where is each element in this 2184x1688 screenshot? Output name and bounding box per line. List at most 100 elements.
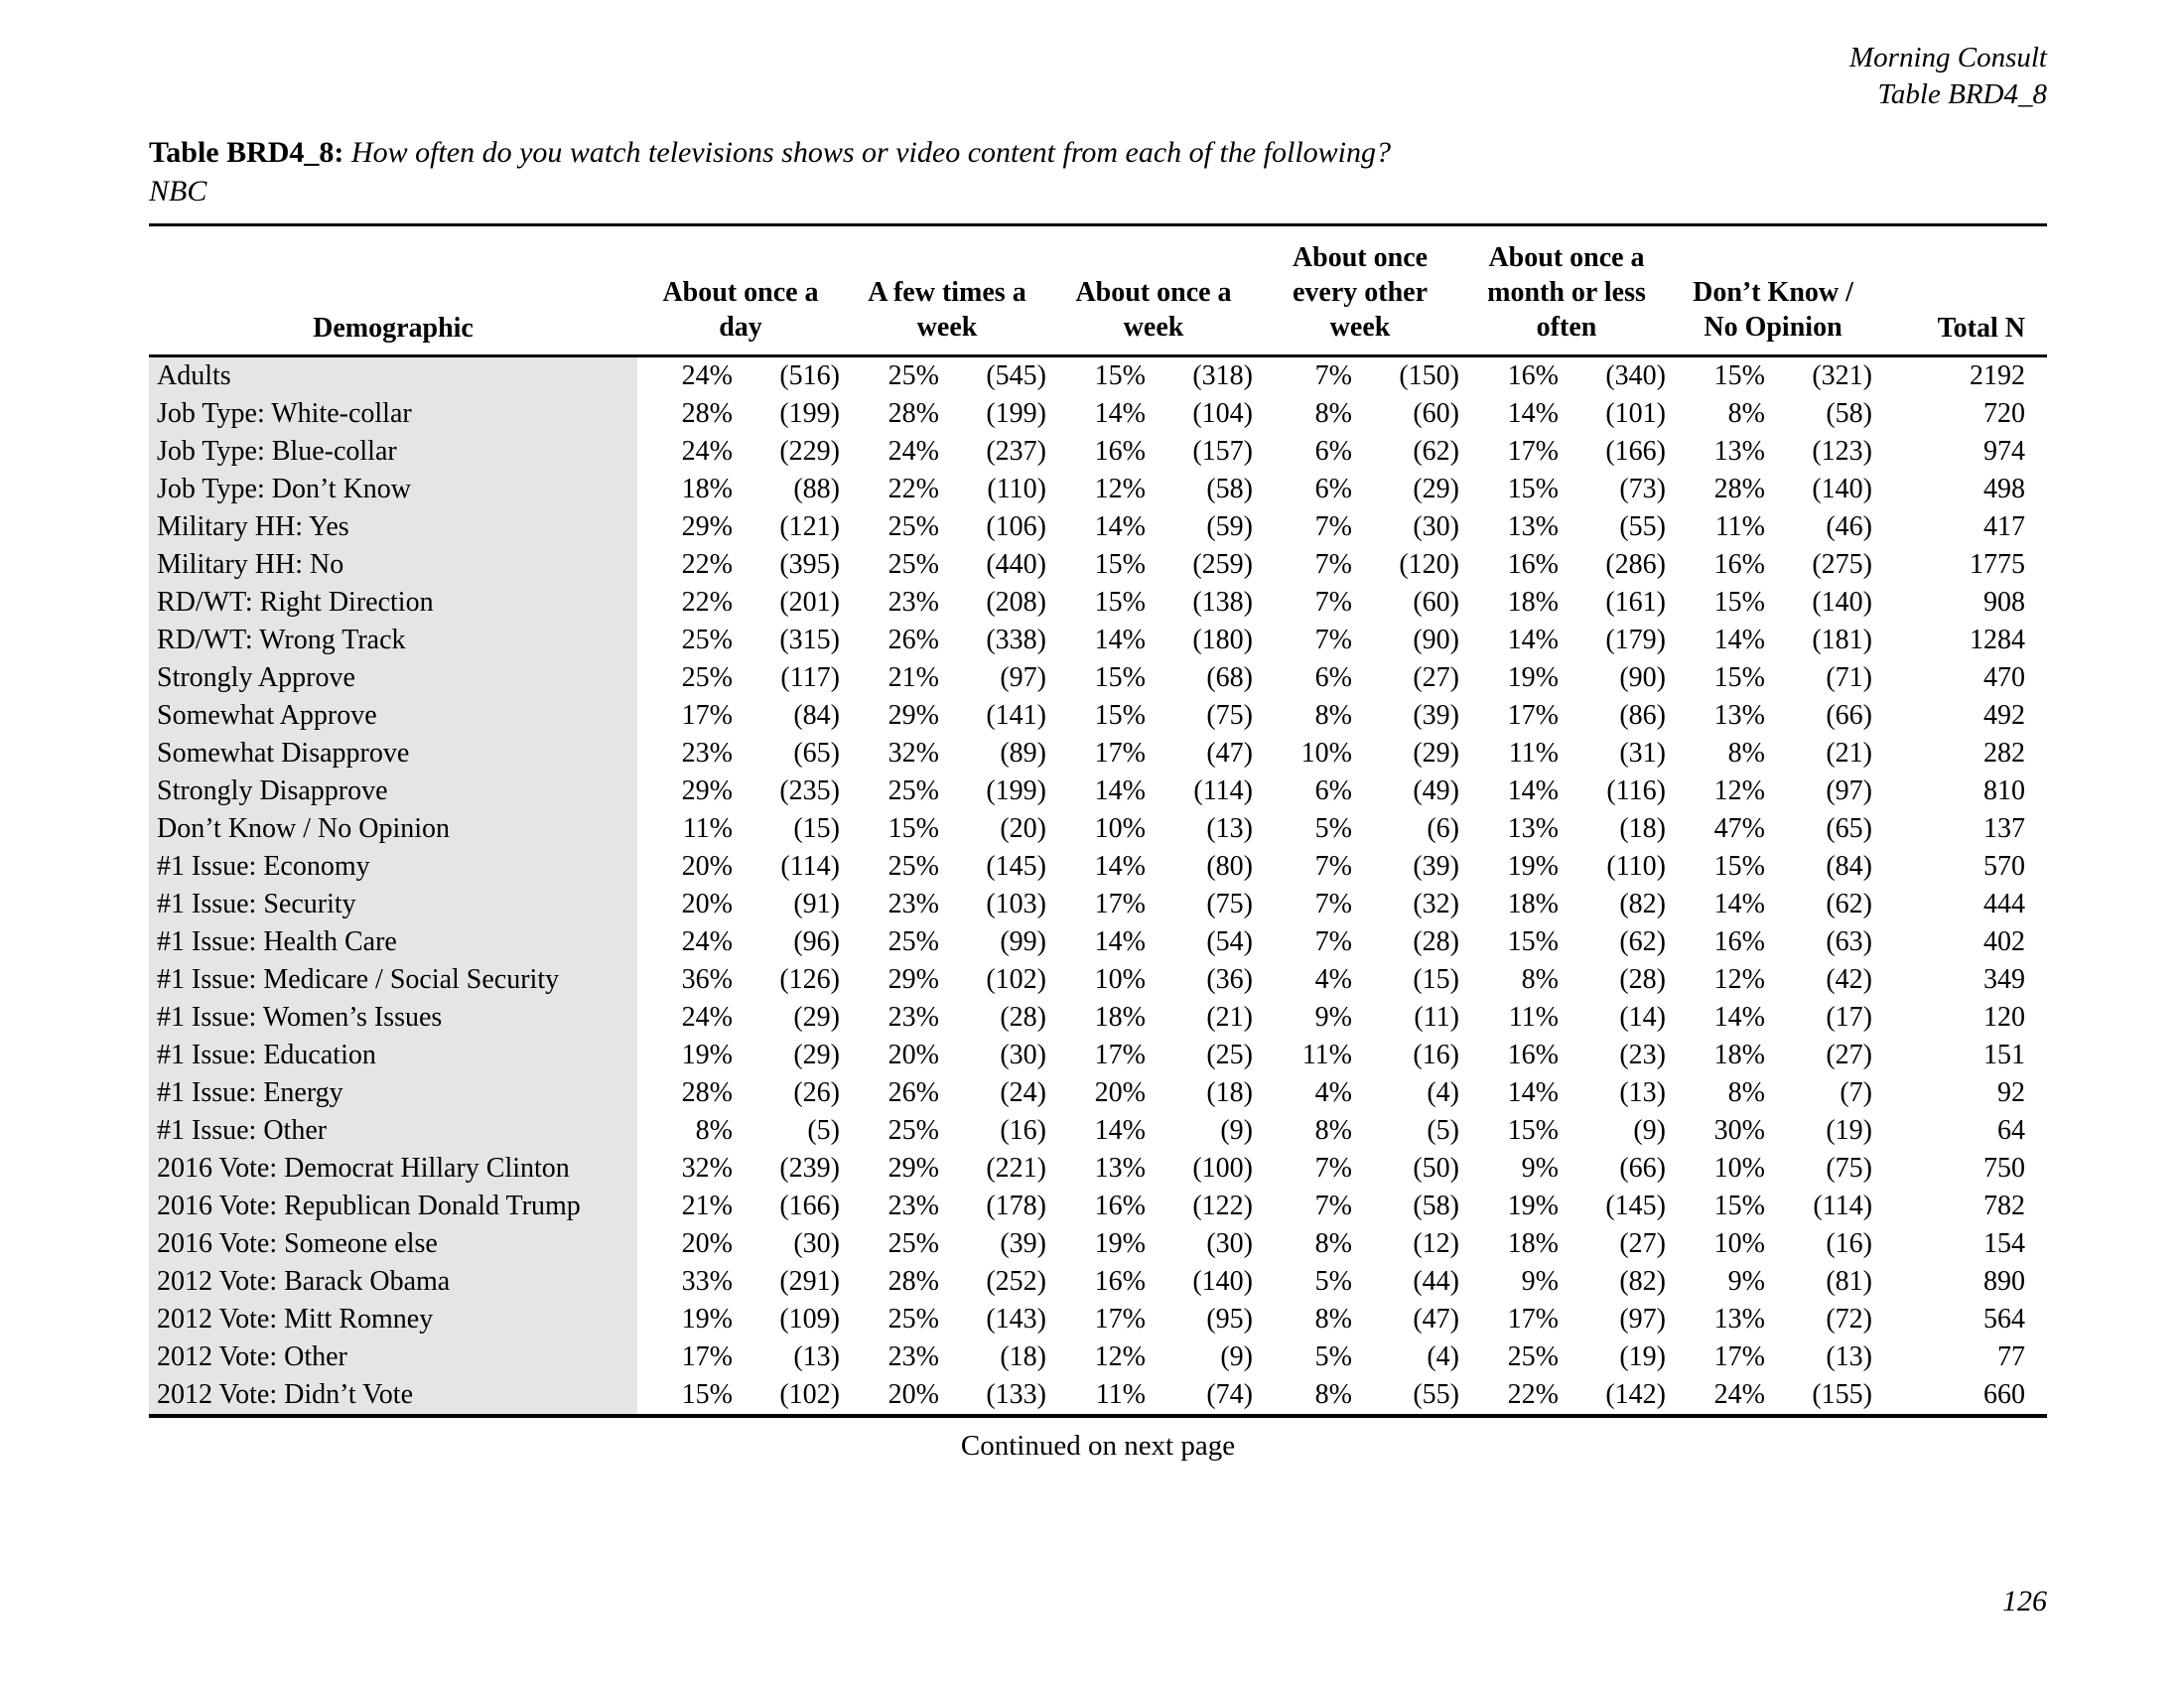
row-demographic-label: Adults	[149, 355, 637, 395]
cell-once-a-week-n: (68)	[1206, 662, 1253, 693]
cell-once-a-week-n: (74)	[1206, 1379, 1253, 1410]
cell-month-or-less-n: (27)	[1619, 1228, 1666, 1259]
cell-once-a-day-pct: 8%	[695, 1115, 733, 1146]
cell-month-or-less-pct: 8%	[1521, 964, 1559, 995]
cell-once-a-day-pct: 19%	[681, 1040, 733, 1070]
cell-few-times-week-n: (103)	[986, 889, 1046, 919]
cell-dont-know-pct: 8%	[1727, 398, 1765, 429]
cell-once-a-week-pct: 14%	[1094, 926, 1146, 957]
table-header-row: Demographic About once a day A few times…	[149, 224, 2048, 357]
cell-month-or-less-n: (340)	[1605, 360, 1666, 391]
cell-once-a-week-pct: 10%	[1094, 964, 1146, 995]
cell-every-other-week-n: (44)	[1413, 1266, 1459, 1297]
cell-every-other-week-pct: 7%	[1314, 851, 1352, 882]
row-demographic-label: Somewhat Disapprove	[149, 735, 637, 773]
row-total-n: 890	[1983, 1266, 2026, 1297]
row-demographic-label: 2016 Vote: Democrat Hillary Clinton	[149, 1150, 637, 1188]
cell-once-a-day-n: (30)	[793, 1228, 840, 1259]
cell-once-a-day-pct: 20%	[681, 889, 733, 919]
cell-once-a-day-pct: 24%	[681, 926, 733, 957]
table-row: #1 Issue: Economy 20% (114) 25% (145) 14…	[149, 848, 2047, 886]
cell-once-a-day-n: (88)	[793, 474, 840, 504]
cell-once-a-week-n: (114)	[1193, 775, 1253, 806]
cell-once-a-week-pct: 19%	[1094, 1228, 1146, 1259]
row-total-n: 570	[1983, 851, 2026, 882]
cell-every-other-week-pct: 8%	[1314, 1228, 1352, 1259]
row-demographic-label: Job Type: Blue-collar	[149, 433, 637, 471]
cell-every-other-week-pct: 6%	[1314, 436, 1352, 467]
cell-once-a-week-pct: 14%	[1094, 625, 1146, 655]
row-demographic-label: #1 Issue: Medicare / Social Security	[149, 961, 637, 999]
cell-once-a-week-pct: 14%	[1094, 398, 1146, 429]
cell-few-times-week-pct: 23%	[887, 1002, 939, 1033]
row-total-n: 120	[1983, 1002, 2026, 1033]
cell-month-or-less-n: (145)	[1605, 1191, 1666, 1221]
row-total-n: 77	[1997, 1341, 2026, 1372]
cell-month-or-less-pct: 9%	[1521, 1266, 1559, 1297]
table-row: Job Type: Don’t Know 18% (88) 22% (110) …	[149, 471, 2047, 508]
cell-once-a-day-n: (5)	[807, 1115, 840, 1146]
cell-month-or-less-n: (116)	[1606, 775, 1666, 806]
cell-every-other-week-pct: 8%	[1314, 1115, 1352, 1146]
column-header-few-times-week: A few times a week	[844, 224, 1050, 357]
table-title-line: Table BRD4_8: How often do you watch tel…	[149, 133, 1391, 172]
cell-dont-know-n: (16)	[1826, 1228, 1873, 1259]
cell-dont-know-n: (27)	[1826, 1040, 1873, 1070]
cell-once-a-day-pct: 18%	[681, 474, 733, 504]
row-demographic-label: 2016 Vote: Someone else	[149, 1225, 637, 1263]
cell-dont-know-n: (46)	[1826, 511, 1873, 542]
cell-few-times-week-pct: 26%	[887, 625, 939, 655]
cell-few-times-week-n: (28)	[1000, 1002, 1046, 1033]
cell-few-times-week-n: (89)	[1000, 738, 1046, 769]
cell-dont-know-pct: 8%	[1727, 1077, 1765, 1108]
cell-every-other-week-n: (62)	[1413, 436, 1459, 467]
title-block: Table BRD4_8: How often do you watch tel…	[149, 133, 1391, 211]
row-total-n: 64	[1997, 1115, 2026, 1146]
row-total-n: 1775	[1970, 549, 2026, 580]
table-row: 2012 Vote: Other 17% (13) 23% (18) 12% (…	[149, 1338, 2047, 1376]
cell-once-a-week-pct: 15%	[1094, 662, 1146, 693]
cell-once-a-day-pct: 36%	[681, 964, 733, 995]
row-demographic-label: #1 Issue: Security	[149, 886, 637, 923]
cell-month-or-less-pct: 11%	[1508, 1002, 1559, 1033]
cell-few-times-week-pct: 25%	[887, 549, 939, 580]
table-row: 2012 Vote: Barack Obama 33% (291) 28% (2…	[149, 1263, 2047, 1301]
cell-month-or-less-n: (62)	[1619, 926, 1666, 957]
cell-once-a-week-pct: 17%	[1094, 889, 1146, 919]
cell-dont-know-n: (81)	[1826, 1266, 1873, 1297]
cell-few-times-week-pct: 15%	[887, 813, 939, 844]
cell-once-a-day-n: (291)	[779, 1266, 840, 1297]
row-demographic-label: 2012 Vote: Other	[149, 1338, 637, 1376]
row-total-n: 974	[1983, 436, 2026, 467]
cell-dont-know-pct: 15%	[1713, 662, 1765, 693]
cell-dont-know-n: (71)	[1826, 662, 1873, 693]
cell-once-a-day-n: (29)	[793, 1002, 840, 1033]
cell-few-times-week-n: (199)	[986, 775, 1046, 806]
row-demographic-label: RD/WT: Wrong Track	[149, 622, 637, 659]
column-header-demographic: Demographic	[149, 224, 637, 357]
cell-month-or-less-pct: 15%	[1507, 474, 1559, 504]
cell-once-a-week-pct: 20%	[1094, 1077, 1146, 1108]
cell-month-or-less-n: (97)	[1619, 1304, 1666, 1335]
brand-name: Morning Consult	[1849, 42, 2047, 73]
cell-dont-know-pct: 24%	[1713, 1379, 1765, 1410]
cell-every-other-week-pct: 5%	[1314, 813, 1352, 844]
cell-dont-know-pct: 10%	[1713, 1228, 1765, 1259]
cell-once-a-day-pct: 15%	[681, 1379, 733, 1410]
row-total-n: 782	[1983, 1191, 2026, 1221]
row-total-n: 444	[1983, 889, 2026, 919]
cell-every-other-week-n: (150)	[1399, 360, 1459, 391]
cell-once-a-week-n: (95)	[1206, 1304, 1253, 1335]
cell-every-other-week-n: (28)	[1413, 926, 1459, 957]
cell-few-times-week-pct: 22%	[887, 474, 939, 504]
cell-once-a-day-pct: 24%	[681, 360, 733, 391]
cell-dont-know-pct: 15%	[1713, 360, 1765, 391]
cell-dont-know-n: (65)	[1826, 813, 1873, 844]
cell-once-a-week-pct: 14%	[1094, 851, 1146, 882]
cell-once-a-day-pct: 17%	[681, 700, 733, 731]
cell-dont-know-n: (17)	[1826, 1002, 1873, 1033]
cell-every-other-week-n: (4)	[1427, 1341, 1459, 1372]
cell-dont-know-pct: 12%	[1713, 775, 1765, 806]
cell-dont-know-pct: 28%	[1713, 474, 1765, 504]
row-demographic-label: #1 Issue: Health Care	[149, 923, 637, 961]
